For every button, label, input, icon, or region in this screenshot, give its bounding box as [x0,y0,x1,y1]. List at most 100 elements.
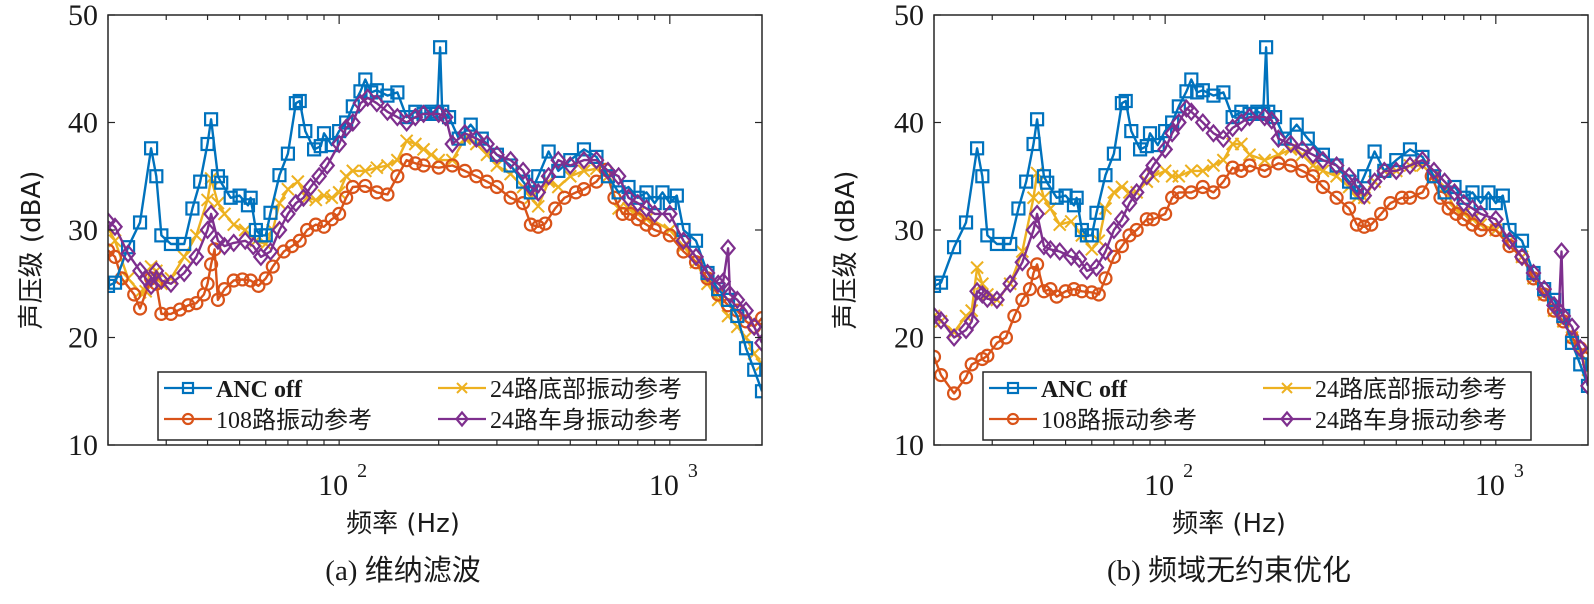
data-point [1026,191,1041,205]
y-tick-label: 30 [68,214,98,247]
data-point [437,107,454,127]
data-point [1289,117,1304,132]
data-point [258,228,273,243]
data-point [1572,338,1588,358]
data-point [1105,220,1122,240]
data-point [1402,190,1418,205]
data-point [263,205,278,220]
data-point [1183,102,1200,122]
legend-label: ANC off [216,377,303,403]
data-point [143,276,160,296]
data-point [1098,271,1113,286]
data-point [416,158,431,173]
data-point [1029,204,1046,224]
legend-box [157,371,707,441]
data-point [1305,169,1321,184]
legend-marker [1006,381,1020,395]
data-point [1129,222,1144,238]
data-point [1029,112,1045,127]
data-point [755,357,762,372]
y-tick-label: 40 [68,107,98,140]
data-point [638,198,655,219]
data-point [970,260,984,275]
data-point [1283,158,1298,173]
data-point [588,150,605,170]
data-point [1106,146,1122,161]
legend-label: 108路振动参考 [1041,407,1197,434]
data-point [209,231,226,251]
data-point [1089,205,1104,220]
data-point [737,301,755,321]
data-point [1294,139,1311,159]
data-point [262,241,279,262]
data-point [1142,126,1158,141]
data-point [1042,239,1059,259]
data-point [217,282,232,297]
data-point [1157,139,1174,159]
data-point [445,158,460,173]
data-point [143,141,159,156]
data-point [576,142,592,157]
data-point [1357,169,1372,184]
data-point [444,134,461,154]
data-point [1495,188,1510,203]
data-point [235,272,250,287]
data-point [456,123,473,143]
data-point [358,164,373,178]
legend-item: 24路车身振动参考 [438,407,682,434]
data-point [720,292,736,307]
data-point [468,129,485,149]
data-point [720,238,737,258]
data-point [675,231,692,251]
data-point [1394,190,1410,205]
data-point [1349,217,1364,232]
data-point [279,204,296,224]
data-point [359,88,376,108]
data-point [934,310,950,330]
data-point [1481,185,1496,200]
data-point [162,274,179,294]
data-point [1145,155,1162,176]
data-point [1241,107,1258,127]
data-point [280,146,296,161]
data-point [1053,217,1067,232]
data-point [934,306,943,326]
data-point [424,148,439,162]
data-point [629,193,646,213]
data-point [153,271,170,291]
data-point [1124,123,1139,139]
data-point [240,198,256,213]
data-point [1118,93,1133,109]
data-point [316,126,332,141]
data-point [200,136,215,152]
data-point [710,274,727,294]
data-point [1196,164,1210,178]
data-point [368,93,385,113]
legend-item: ANC off [989,377,1128,403]
data-point [1328,155,1345,176]
data-point [416,142,431,157]
data-point [1216,174,1231,189]
data-point [1216,85,1231,100]
data-point [193,174,208,189]
data-point [1341,166,1358,186]
data-point [1357,219,1372,234]
data-point [964,357,979,372]
data-point [149,169,164,184]
data-point [1066,282,1082,297]
data-point [281,182,295,196]
data-point [1138,166,1155,186]
data-point [1383,196,1398,211]
data-point [226,273,241,288]
data-point [332,185,346,200]
data-point [1084,228,1099,243]
data-point [599,161,616,181]
panel-caption: (a) 维纳滤波 [325,554,480,587]
data-point [610,166,627,186]
data-point [975,169,990,184]
data-point [1115,180,1129,194]
data-point [1036,284,1052,299]
data-point [523,217,538,232]
data-point [1026,265,1041,281]
data-point [1003,236,1018,252]
